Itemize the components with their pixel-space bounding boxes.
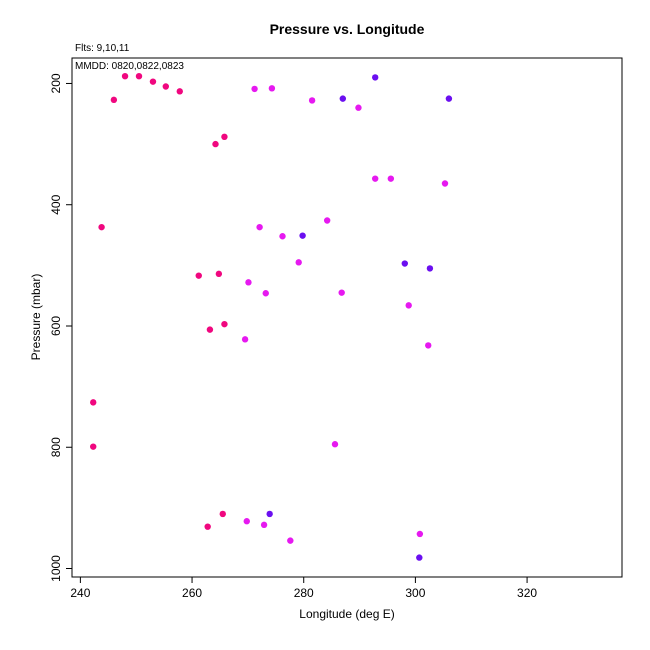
data-point (331, 441, 339, 448)
x-axis-label: Longitude (deg E) (299, 607, 394, 621)
y-tick-label: 600 (49, 316, 63, 336)
data-point (405, 302, 412, 309)
data-point (339, 95, 347, 102)
data-point (135, 72, 143, 80)
data-point (279, 233, 286, 240)
data-point (204, 523, 211, 530)
y-axis: 200 400 600 800 1000 (49, 73, 73, 582)
data-point (441, 180, 449, 187)
data-point (162, 83, 170, 90)
data-point (90, 443, 97, 450)
data-point (355, 104, 362, 111)
data-point (338, 289, 345, 296)
data-point (308, 97, 316, 104)
data-point (262, 290, 269, 297)
data-point (387, 175, 395, 182)
dates-annotation: MMDD: 0820,0822,0823 (75, 61, 184, 72)
y-tick-label: 400 (49, 194, 63, 214)
data-point (195, 272, 202, 279)
data-point (221, 133, 228, 141)
data-point (426, 265, 434, 272)
data-point (260, 521, 268, 529)
data-point (121, 72, 129, 80)
data-point (416, 554, 423, 561)
y-tick-label: 1000 (49, 555, 63, 582)
x-tick-label: 260 (182, 586, 202, 600)
data-point (219, 510, 226, 518)
data-point (245, 279, 252, 286)
data-point (176, 88, 183, 95)
x-tick-label: 240 (70, 586, 90, 600)
y-tick-label: 200 (49, 73, 63, 93)
data-point (110, 96, 118, 104)
data-point (323, 217, 331, 224)
data-point (371, 175, 379, 182)
data-point (243, 518, 250, 525)
x-tick-label: 320 (517, 586, 537, 600)
data-point (268, 85, 276, 92)
data-point (401, 260, 408, 267)
data-point (241, 336, 249, 343)
x-axis: 240 260 280 300 320 (70, 576, 537, 600)
data-point (90, 399, 97, 406)
flights-annotation: Flts: 9,10,11 (75, 43, 130, 54)
data-point (98, 223, 105, 231)
data-point (416, 530, 424, 538)
data-point (149, 78, 157, 85)
data-point (295, 259, 302, 266)
data-point (425, 342, 432, 349)
x-tick-label: 300 (405, 586, 425, 600)
y-axis-label: Pressure (mbar) (29, 274, 43, 361)
data-point (371, 74, 379, 81)
data-point (251, 85, 258, 93)
data-point (221, 320, 228, 328)
data-point (215, 270, 223, 278)
data-point (206, 326, 214, 333)
data-points (90, 72, 453, 561)
data-point (299, 232, 306, 239)
data-point (287, 537, 294, 544)
data-point (256, 223, 263, 231)
chart-title: Pressure vs. Longitude (270, 21, 425, 37)
plot-area-frame (71, 57, 623, 578)
data-point (266, 510, 273, 518)
data-point (212, 140, 219, 148)
y-tick-label: 800 (49, 437, 63, 457)
data-point (445, 95, 453, 102)
x-tick-label: 280 (294, 586, 314, 600)
